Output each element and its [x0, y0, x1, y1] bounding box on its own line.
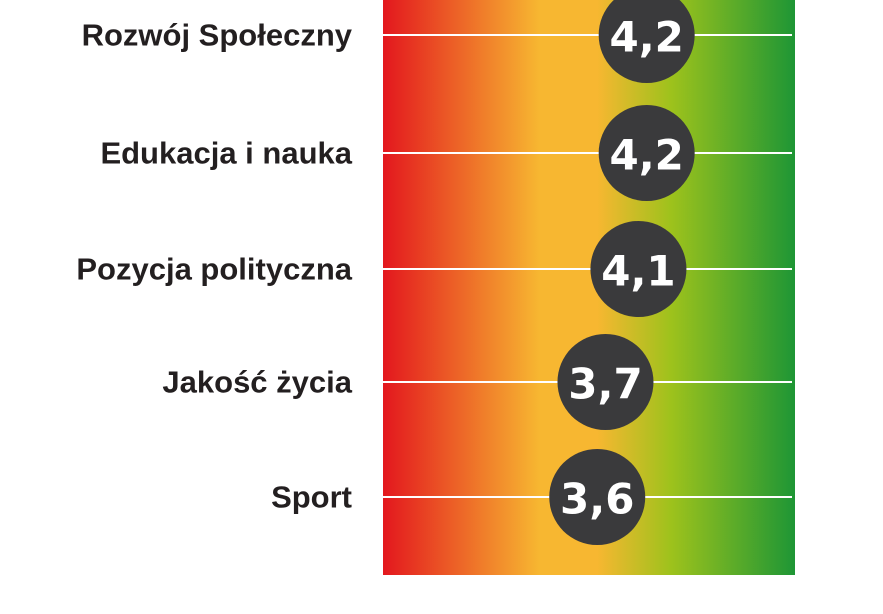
value-marker	[590, 221, 687, 317]
value-marker	[557, 334, 654, 430]
category-label: Rozwój Społeczny	[82, 18, 353, 53]
value-marker	[549, 449, 646, 545]
value-label: 4,2	[609, 13, 683, 62]
category-label: Jakość życia	[162, 365, 352, 400]
chart-row: Sport 3,6	[271, 449, 792, 545]
value-marker	[598, 105, 695, 201]
category-label: Pozycja polityczna	[76, 252, 352, 287]
chart-row: Jakość życia 3,7	[162, 334, 792, 430]
value-label: 4,2	[609, 131, 683, 180]
category-label: Sport	[271, 480, 352, 515]
chart-row: Edukacja i nauka 4,2	[100, 105, 792, 201]
chart-row: Pozycja polityczna 4,1	[76, 221, 792, 317]
value-label: 3,7	[568, 360, 642, 409]
category-label: Edukacja i nauka	[100, 136, 352, 171]
value-label: 3,6	[560, 475, 634, 524]
value-marker	[598, 0, 695, 83]
chart-row: Rozwój Społeczny 4,2	[82, 0, 792, 83]
value-label: 4,1	[601, 247, 675, 296]
